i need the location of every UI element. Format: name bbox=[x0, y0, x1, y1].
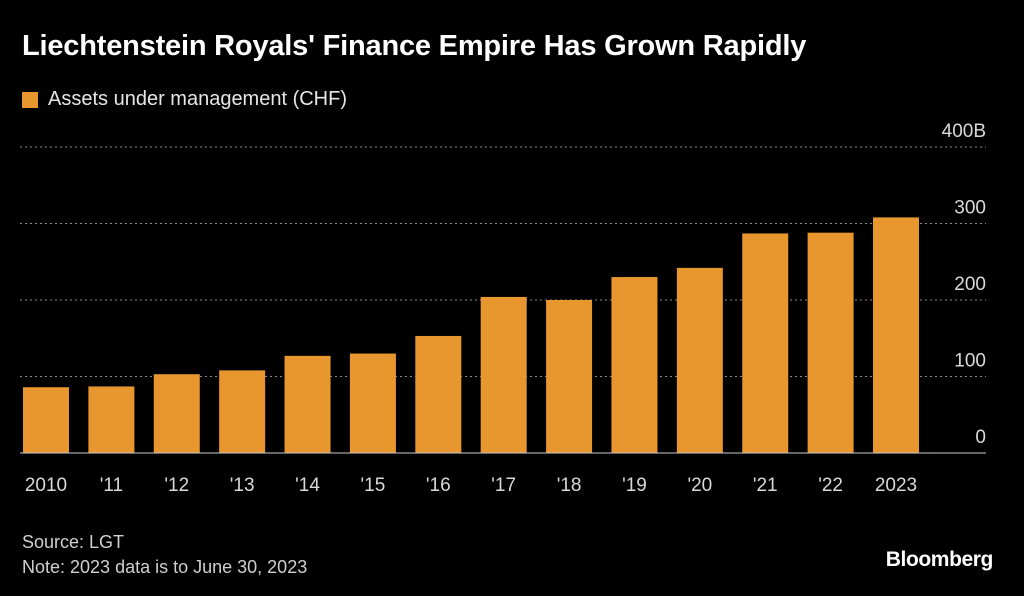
x-tick-label: '16 bbox=[426, 475, 451, 496]
bar bbox=[546, 300, 593, 453]
bar bbox=[153, 374, 200, 453]
x-tick-label: '18 bbox=[557, 475, 582, 496]
y-tick-label: 0 bbox=[975, 427, 986, 448]
legend-swatch bbox=[22, 91, 38, 108]
x-tick-label: '22 bbox=[818, 475, 843, 496]
bar bbox=[807, 232, 854, 453]
chart-title: Liechtenstein Royals' Finance Empire Has… bbox=[22, 30, 807, 62]
bar bbox=[23, 387, 69, 453]
x-tick-label: '12 bbox=[164, 475, 189, 496]
source-note: Source: LGT bbox=[22, 532, 125, 552]
x-tick-label: 2023 bbox=[875, 475, 917, 496]
y-tick-label: 400B bbox=[942, 121, 986, 142]
bar bbox=[284, 355, 331, 453]
bar bbox=[742, 233, 789, 453]
bar bbox=[611, 277, 658, 453]
bar bbox=[676, 267, 723, 453]
footer: Source: LGT Note: 2023 data is to June 3… bbox=[22, 530, 307, 580]
legend: Assets under management (CHF) bbox=[22, 88, 347, 111]
data-note: Note: 2023 data is to June 30, 2023 bbox=[22, 557, 308, 577]
x-tick-label: '14 bbox=[295, 475, 320, 496]
bar bbox=[219, 370, 266, 453]
x-tick-label: '15 bbox=[361, 475, 386, 496]
bar bbox=[88, 386, 135, 453]
bar bbox=[415, 335, 462, 453]
bar bbox=[480, 296, 527, 453]
bar bbox=[349, 353, 396, 453]
x-tick-label: '17 bbox=[491, 475, 516, 496]
bar bbox=[873, 217, 919, 453]
legend-label: Assets under management (CHF) bbox=[48, 88, 348, 110]
y-tick-label: 200 bbox=[954, 274, 986, 295]
bloomberg-logo: Bloomberg bbox=[885, 548, 994, 571]
x-tick-label: '21 bbox=[753, 475, 778, 496]
x-tick-label: '20 bbox=[687, 475, 712, 496]
x-tick-label: '19 bbox=[622, 475, 647, 496]
y-tick-label: 300 bbox=[954, 198, 986, 219]
x-tick-label: '11 bbox=[100, 475, 123, 496]
y-tick-label: 100 bbox=[954, 351, 986, 372]
x-tick-label: '13 bbox=[230, 475, 255, 496]
x-tick-label: 2010 bbox=[25, 475, 67, 496]
